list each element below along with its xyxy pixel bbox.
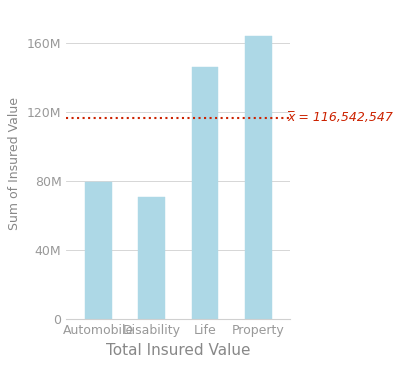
Bar: [85, 182, 111, 319]
X-axis label: Total Insured Value: Total Insured Value: [106, 343, 251, 358]
Bar: [192, 67, 219, 319]
Text: x̅ = 116,542,547: x̅ = 116,542,547: [288, 111, 394, 124]
Y-axis label: Sum of Insured Value: Sum of Insured Value: [8, 97, 21, 230]
Bar: [138, 197, 165, 319]
Bar: [245, 36, 272, 319]
